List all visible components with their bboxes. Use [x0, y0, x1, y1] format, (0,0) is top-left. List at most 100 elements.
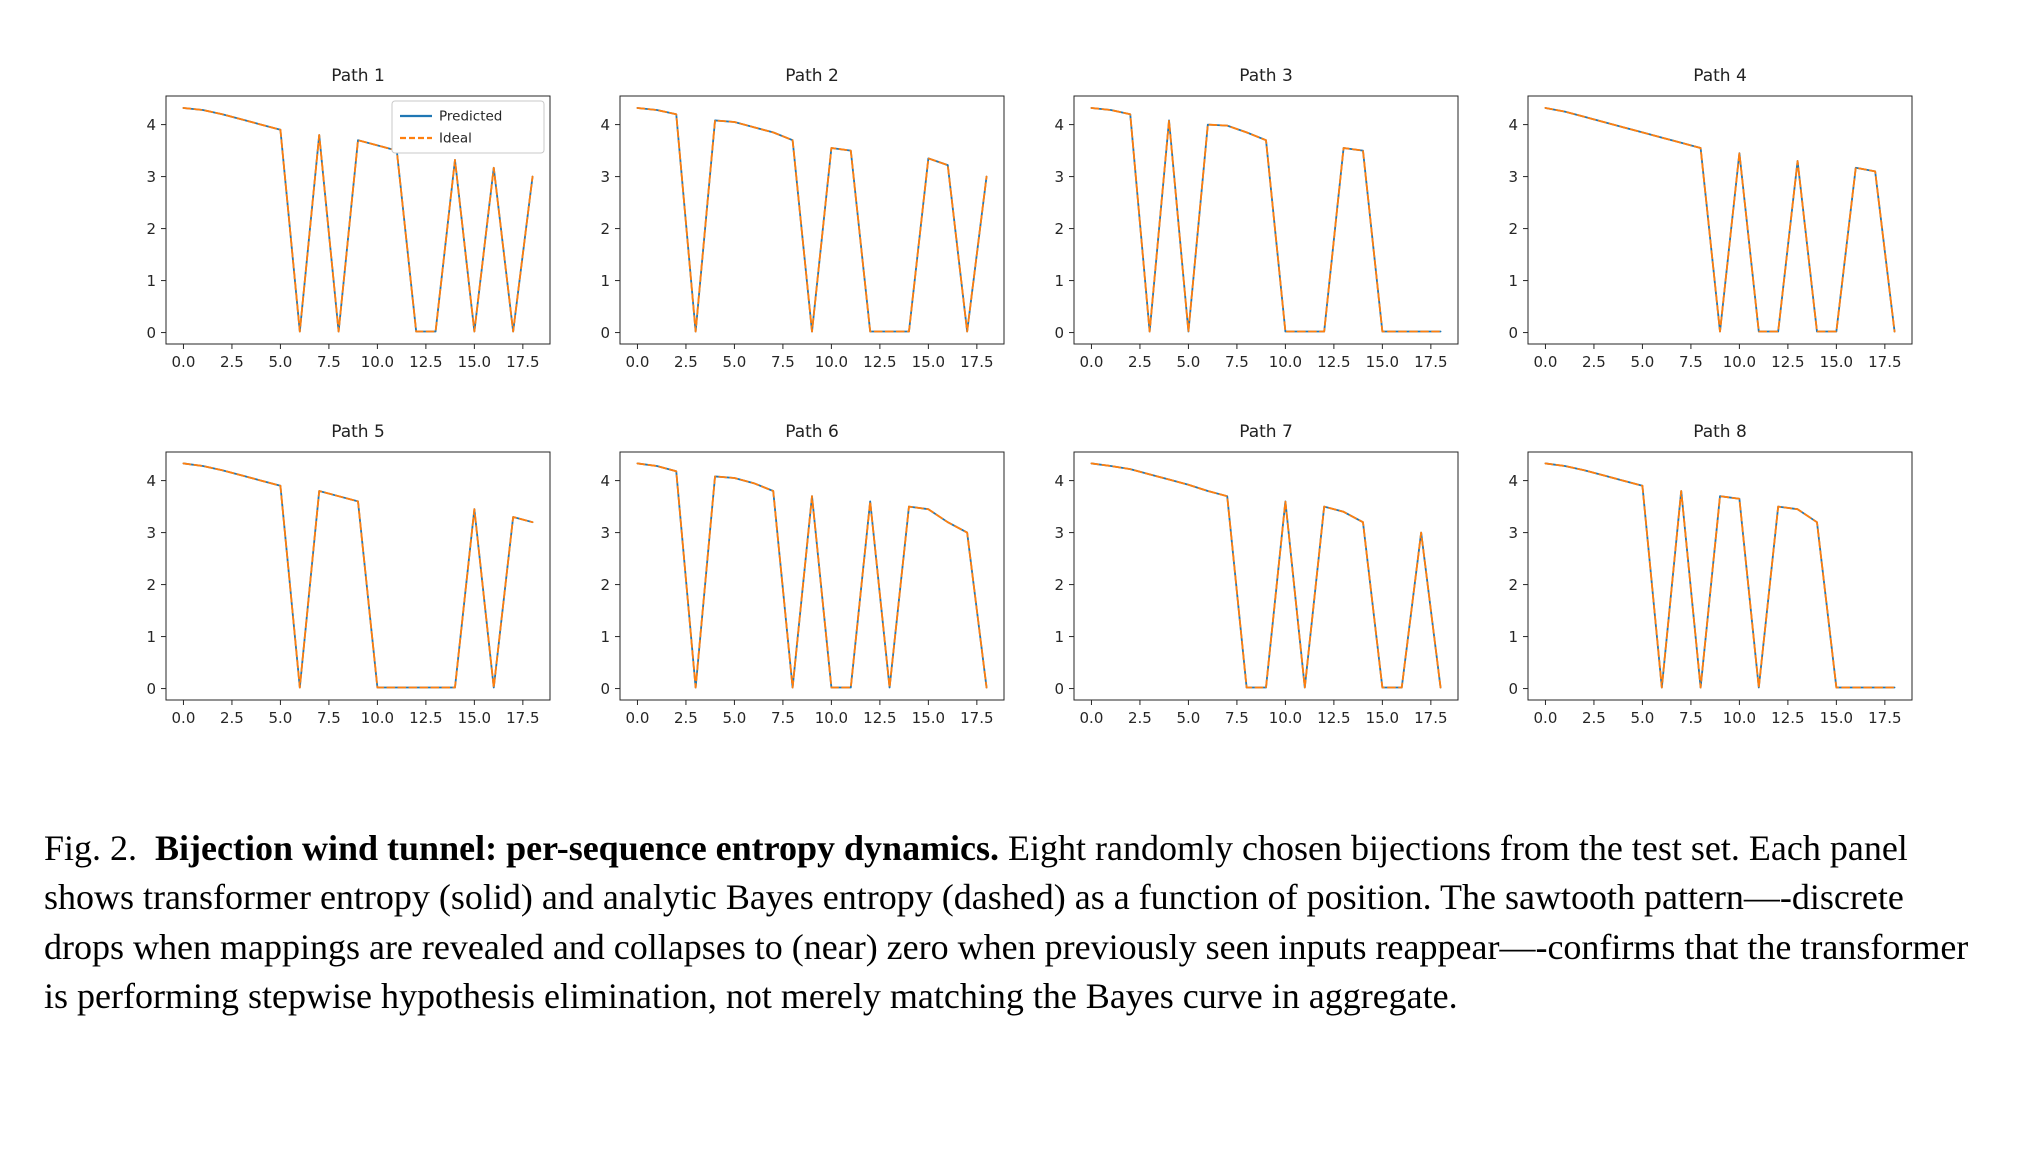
- y-tick-label: 3: [1508, 524, 1518, 542]
- plot-border: [1527, 95, 1913, 345]
- y-tick-label: 2: [600, 576, 610, 594]
- x-tick-label: 15.0: [458, 353, 491, 371]
- x-tick-label: 10.0: [1723, 709, 1756, 727]
- chart-title: Path 1: [331, 66, 385, 86]
- y-tick-label: 4: [1508, 116, 1518, 134]
- predicted-line: [1544, 107, 1896, 333]
- chart-title: Path 2: [785, 66, 839, 86]
- y-tick-label: 0: [1054, 324, 1064, 342]
- y-tick-label: 4: [1508, 472, 1518, 490]
- y-tick-label: 1: [1054, 272, 1064, 290]
- chart-panel-6: Path 6 0.0 2.5 5.0 7.5 10.0 12.5 15.0 17.5 0 1 2 3 4: [572, 422, 1010, 744]
- y-tick-label: 1: [600, 272, 610, 290]
- x-tick-label: 7.5: [1225, 709, 1249, 727]
- chart-plot: 0.0 2.5 5.0 7.5 10.0 12.5 15.0 17.5 0 1 2 3 4: [600, 95, 1005, 371]
- y-tick-label: 1: [1054, 628, 1064, 646]
- x-tick-label: 10.0: [815, 353, 848, 371]
- legend-label-ideal: Ideal: [439, 131, 472, 147]
- legend-label-predicted: Predicted: [439, 109, 502, 125]
- x-tick-label: 7.5: [317, 353, 341, 371]
- x-tick-label: 12.5: [1317, 353, 1350, 371]
- chart-plot: 0.0 2.5 5.0 7.5 10.0 12.5 15.0 17.5 0 1 2 3 4: [1508, 451, 1913, 727]
- x-tick-label: 2.5: [674, 353, 698, 371]
- y-tick-label: 4: [600, 472, 610, 490]
- caption-bold-title: Bijection wind tunnel: per-sequence entr…: [155, 828, 1000, 868]
- x-tick-label: 2.5: [220, 709, 244, 727]
- x-tick-label: 17.5: [1414, 709, 1447, 727]
- x-tick-label: 5.0: [722, 709, 746, 727]
- x-tick-label: 7.5: [1679, 709, 1703, 727]
- x-tick-label: 0.0: [1534, 709, 1558, 727]
- x-tick-label: 10.0: [1269, 709, 1302, 727]
- chart-plot: 0.0 2.5 5.0 7.5 10.0 12.5 15.0 17.5 0 1 2 3 4: [600, 451, 1005, 727]
- y-tick-label: 1: [1508, 628, 1518, 646]
- x-tick-label: 5.0: [1630, 353, 1654, 371]
- x-tick-label: 0.0: [172, 353, 196, 371]
- y-tick-label: 3: [600, 524, 610, 542]
- predicted-line: [182, 462, 534, 689]
- y-tick-label: 3: [1054, 524, 1064, 542]
- x-tick-label: 7.5: [317, 709, 341, 727]
- x-tick-label: 10.0: [361, 353, 394, 371]
- ideal-line: [1090, 462, 1442, 689]
- y-tick-label: 2: [600, 220, 610, 238]
- y-tick-label: 0: [1508, 324, 1518, 342]
- y-tick-label: 2: [1508, 576, 1518, 594]
- charts-grid: Path 1 0.0 2.5 5.0 7.5 10.0 12.5 15.0 17.5 0 1 2 3 4 P…: [118, 66, 1918, 744]
- ideal-line: [1090, 107, 1442, 333]
- plot-border: [1527, 451, 1913, 701]
- plot-border: [1073, 451, 1459, 701]
- chart-panel-7: Path 7 0.0 2.5 5.0 7.5 10.0 12.5 15.0 17.5 0 1 2 3 4: [1026, 422, 1464, 744]
- chart-title: Path 5: [331, 422, 385, 442]
- x-tick-label: 0.0: [172, 709, 196, 727]
- chart-title: Path 3: [1239, 66, 1293, 86]
- x-tick-label: 15.0: [1820, 709, 1853, 727]
- x-tick-label: 17.5: [1868, 709, 1901, 727]
- x-tick-label: 5.0: [268, 353, 292, 371]
- x-tick-label: 0.0: [1534, 353, 1558, 371]
- plot-border: [165, 451, 551, 701]
- x-tick-label: 12.5: [409, 709, 442, 727]
- x-tick-label: 5.0: [1176, 353, 1200, 371]
- x-tick-label: 0.0: [1080, 353, 1104, 371]
- plot-border: [619, 95, 1005, 345]
- x-tick-label: 10.0: [1723, 353, 1756, 371]
- plot-border: [1073, 95, 1459, 345]
- x-tick-label: 15.0: [1366, 709, 1399, 727]
- y-tick-label: 1: [600, 628, 610, 646]
- y-tick-label: 1: [146, 628, 156, 646]
- y-tick-label: 4: [600, 116, 610, 134]
- y-tick-label: 0: [146, 680, 156, 698]
- chart-plot: 0.0 2.5 5.0 7.5 10.0 12.5 15.0 17.5 0 1 2 3 4: [1054, 95, 1459, 371]
- x-tick-label: 7.5: [1679, 353, 1703, 371]
- x-tick-label: 5.0: [268, 709, 292, 727]
- x-tick-label: 12.5: [1771, 709, 1804, 727]
- y-tick-label: 4: [1054, 472, 1064, 490]
- x-tick-label: 15.0: [1820, 353, 1853, 371]
- x-tick-label: 10.0: [815, 709, 848, 727]
- chart-panel-3: Path 3 0.0 2.5 5.0 7.5 10.0 12.5 15.0 17.5 0 1 2 3 4: [1026, 66, 1464, 388]
- y-tick-label: 2: [146, 576, 156, 594]
- x-tick-label: 17.5: [960, 709, 993, 727]
- x-tick-label: 15.0: [1366, 353, 1399, 371]
- chart-panel-8: Path 8 0.0 2.5 5.0 7.5 10.0 12.5 15.0 17.5 0 1 2 3 4: [1480, 422, 1918, 744]
- legend-frame: [391, 100, 545, 154]
- x-tick-label: 2.5: [1582, 709, 1606, 727]
- y-tick-label: 1: [1508, 272, 1518, 290]
- y-tick-label: 4: [1054, 116, 1064, 134]
- y-tick-label: 2: [1054, 576, 1064, 594]
- x-tick-label: 12.5: [409, 353, 442, 371]
- x-tick-label: 2.5: [1582, 353, 1606, 371]
- chart-plot: 0.0 2.5 5.0 7.5 10.0 12.5 15.0 17.5 0 1 2 3 4 Predict…: [146, 95, 551, 371]
- ideal-line: [1544, 462, 1896, 689]
- y-tick-label: 2: [1508, 220, 1518, 238]
- caption-body: Eight randomly chosen bijections from th…: [44, 828, 1969, 1016]
- x-tick-label: 5.0: [1176, 709, 1200, 727]
- y-tick-label: 3: [1054, 168, 1064, 186]
- x-tick-label: 5.0: [1630, 709, 1654, 727]
- chart-panel-4: Path 4 0.0 2.5 5.0 7.5 10.0 12.5 15.0 17.5 0 1 2 3 4: [1480, 66, 1918, 388]
- y-tick-label: 4: [146, 472, 156, 490]
- plot-border: [165, 95, 551, 345]
- x-tick-label: 2.5: [674, 709, 698, 727]
- x-tick-label: 2.5: [1128, 353, 1152, 371]
